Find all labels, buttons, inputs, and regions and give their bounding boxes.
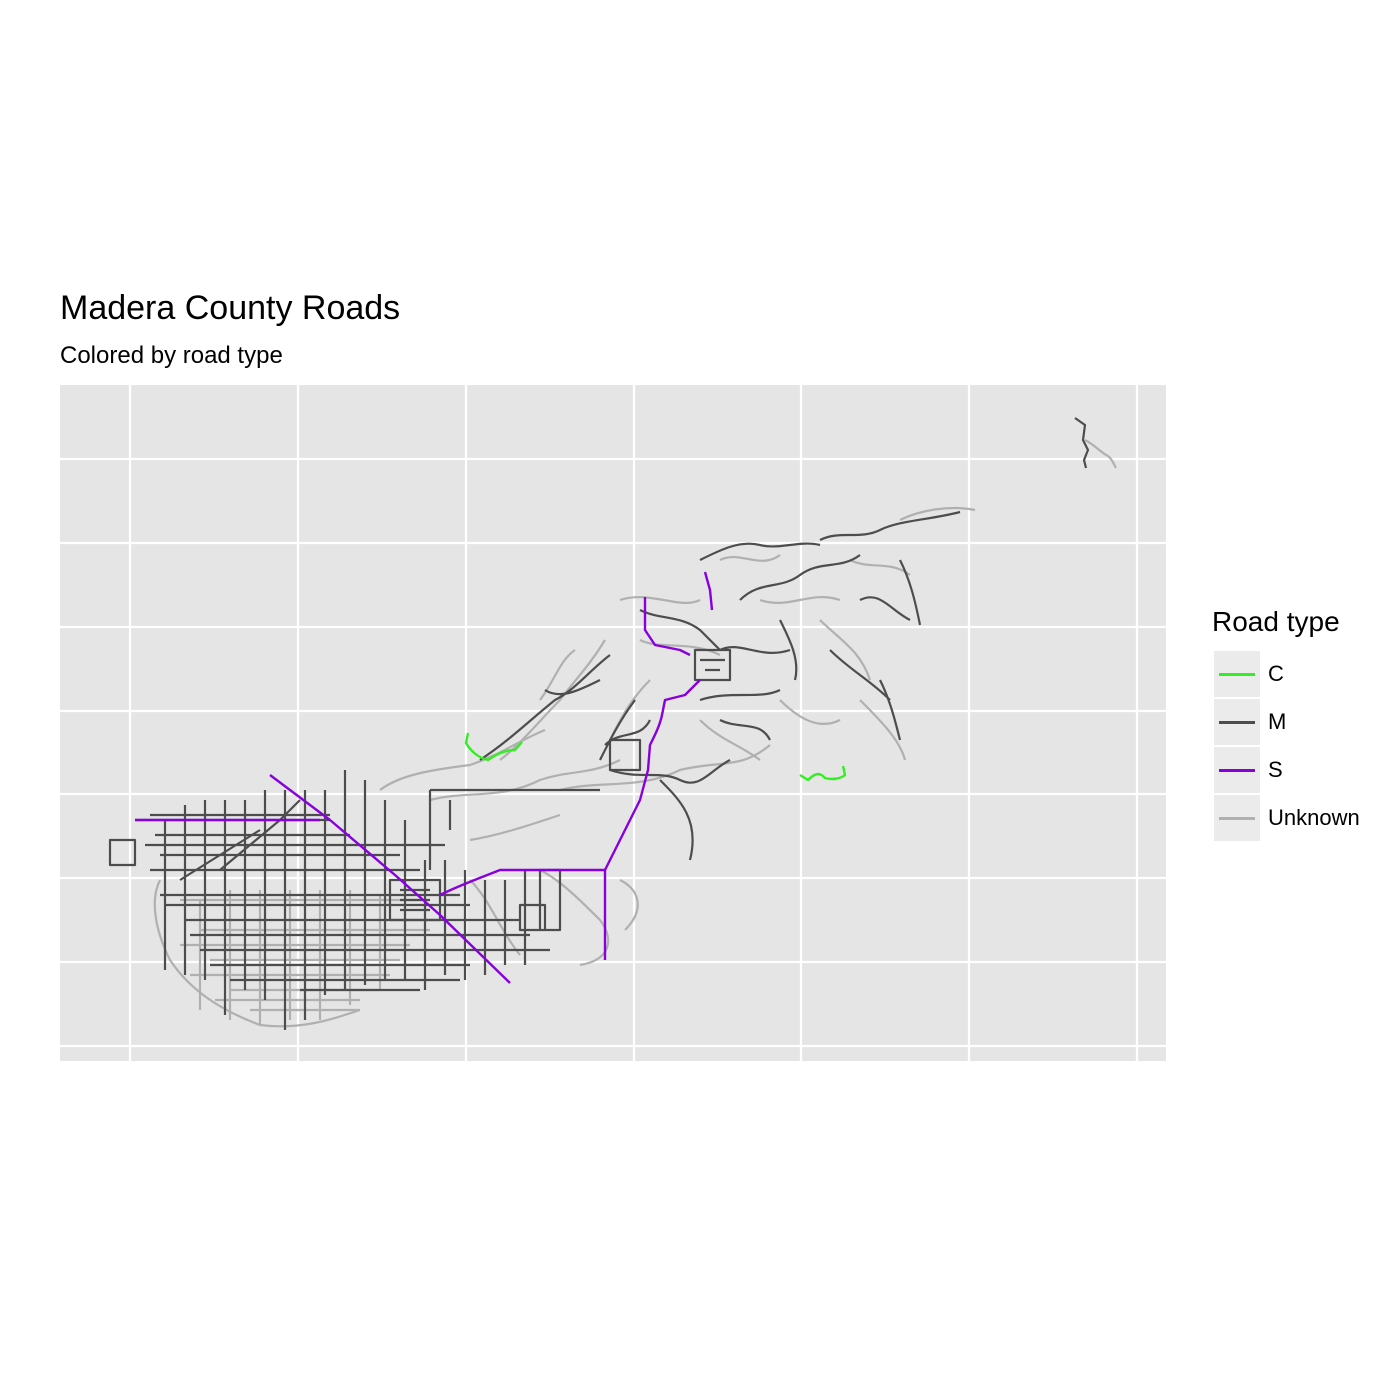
legend-key-s xyxy=(1214,747,1260,793)
s-highway-99 xyxy=(269,774,511,984)
legend-label-s: S xyxy=(1268,757,1283,782)
unknown-ne-outlier xyxy=(1084,439,1117,469)
legend-label-m: M xyxy=(1268,709,1287,734)
m-roads-central-hills xyxy=(479,646,791,861)
legend-key-unknown xyxy=(1214,795,1260,841)
s-highway-mountain-a xyxy=(643,597,691,657)
roads-s xyxy=(135,571,714,984)
s-highway-mountain-b xyxy=(703,571,714,611)
m-roads-upper-mountain xyxy=(639,510,961,741)
legend-label-unknown: Unknown xyxy=(1268,805,1360,830)
legend-line-unknown xyxy=(1219,817,1255,820)
legend-item-unknown: Unknown xyxy=(1212,794,1392,842)
legend-line-c xyxy=(1219,673,1255,676)
legend-key-m xyxy=(1214,699,1260,745)
unknown-foothill-roads xyxy=(379,639,771,842)
map-subtitle: Colored by road type xyxy=(60,342,283,369)
unknown-mountain-roads xyxy=(609,506,976,761)
unknown-grid-sw xyxy=(180,890,410,1025)
legend-key-c xyxy=(1214,651,1260,697)
legend: Road type C M S Unknown xyxy=(1212,604,1392,842)
m-roads-dense-hub xyxy=(608,648,732,772)
legend-title: Road type xyxy=(1212,606,1340,637)
map-title: Madera County Roads xyxy=(60,289,401,327)
unknown-east-foothills xyxy=(469,869,639,967)
c-road-west xyxy=(464,732,523,762)
legend-item-c: C xyxy=(1212,650,1392,698)
m-roads-ne-outlier xyxy=(1074,417,1090,469)
s-highway-41 xyxy=(439,868,607,960)
s-highway-north xyxy=(603,679,701,871)
legend-line-m xyxy=(1219,721,1255,724)
graticule xyxy=(60,385,1166,1061)
legend-item-m: M xyxy=(1212,698,1392,746)
roads-unknown xyxy=(153,439,1117,1028)
legend-item-s: S xyxy=(1212,746,1392,794)
m-roads-east-valley xyxy=(428,788,600,932)
legend-line-s xyxy=(1219,769,1255,772)
legend-label-c: C xyxy=(1268,661,1284,686)
roads-c xyxy=(464,732,847,782)
m-roads-madera-city xyxy=(388,878,442,922)
c-road-east xyxy=(799,765,847,782)
